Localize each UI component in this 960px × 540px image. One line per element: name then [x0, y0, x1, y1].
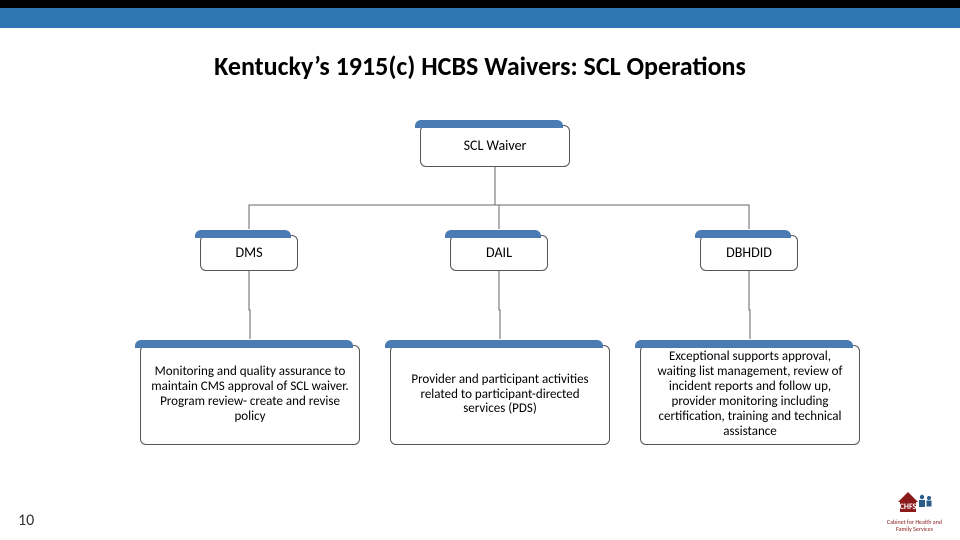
chfs-logo: CHFS Cabinet for Health and Family Servi… [887, 488, 942, 532]
chfs-logo-icon: CHFS [892, 488, 936, 518]
node-dail: DAIL [450, 235, 548, 271]
node-label: DAIL [459, 245, 539, 261]
node-root: SCL Waiver [420, 125, 570, 167]
page-number: 10 [18, 511, 34, 530]
node-dms: DMS [200, 235, 298, 271]
org-chart: SCL Waiver DMS DAIL DBHDID Monitoring and qu… [0, 110, 960, 470]
node-label: Monitoring and quality assurance to main… [149, 365, 351, 425]
svg-text:CHFS: CHFS [900, 502, 917, 512]
logo-subtext-2: Family Services [887, 526, 942, 532]
top-blue-bar [0, 8, 960, 28]
node-label: DMS [209, 245, 289, 261]
node-label: Exceptional supports approval, waiting l… [649, 350, 851, 440]
node-dbhdid: DBHDID [700, 235, 798, 271]
node-dail_d: Provider and participant activities rela… [390, 345, 610, 445]
node-dbhdid_d: Exceptional supports approval, waiting l… [640, 345, 860, 445]
node-label: Provider and participant activities rela… [399, 373, 601, 418]
node-dms_d: Monitoring and quality assurance to main… [140, 345, 360, 445]
page-title: Kentucky’s 1915(c) HCBS Waivers: SCL Ope… [0, 50, 960, 82]
node-label: DBHDID [709, 245, 789, 261]
node-label: SCL Waiver [429, 138, 561, 154]
top-black-bar [0, 0, 960, 8]
